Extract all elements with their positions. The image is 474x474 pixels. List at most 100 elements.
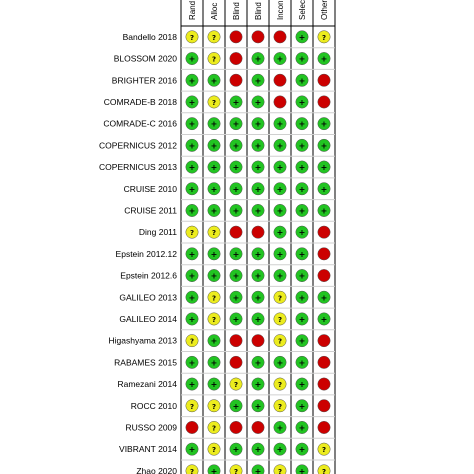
rating-symbol: + xyxy=(189,141,196,150)
rating-symbol: + xyxy=(321,206,328,215)
rating-symbol: + xyxy=(189,98,196,107)
rating-high-mark xyxy=(185,421,199,434)
rating-high-mark xyxy=(273,95,287,109)
rating-low-mark xyxy=(295,52,309,65)
rating-symbol: + xyxy=(299,228,306,237)
rating-low-mark xyxy=(185,247,199,261)
rating-high-mark xyxy=(317,269,331,282)
rating-low-mark xyxy=(185,138,199,152)
rating-high-mark xyxy=(251,30,265,44)
rating-low-mark xyxy=(207,247,221,261)
rating-symbol: + xyxy=(299,163,306,172)
rating-symbol: + xyxy=(255,402,262,411)
rating-high-mark xyxy=(229,225,243,239)
rating-symbol: + xyxy=(211,141,218,150)
rating-low-mark xyxy=(185,95,199,109)
rating-high-mark xyxy=(317,421,331,434)
rating-low-mark xyxy=(229,312,243,326)
column-headers: Rand Alloc Blind Blind Incon Selec Other xyxy=(188,0,329,20)
rating-unclear-mark xyxy=(273,464,287,474)
rating-low-mark xyxy=(273,442,287,456)
rating-low-mark xyxy=(295,247,309,261)
rating-symbol: + xyxy=(255,120,262,129)
rating-low-mark xyxy=(295,464,309,474)
rating-low-mark xyxy=(251,95,265,109)
rating-high-mark xyxy=(317,73,331,87)
rating-low-mark xyxy=(273,182,287,196)
rating-low-mark xyxy=(273,269,287,282)
rating-low-mark xyxy=(295,377,309,391)
rating-symbol: + xyxy=(189,76,196,85)
rating-symbol: + xyxy=(255,76,262,85)
rating-low-mark xyxy=(295,399,309,413)
column-header: Blind xyxy=(254,2,263,20)
rating-low-mark xyxy=(251,138,265,152)
rating-symbol: + xyxy=(277,206,284,215)
rating-low-mark xyxy=(317,117,331,131)
rating-symbol: ? xyxy=(190,468,194,474)
rating-low-mark xyxy=(317,52,331,65)
rating-symbol: ? xyxy=(212,403,216,411)
study-label: Epstein 2012.6 xyxy=(120,271,177,281)
rating-low-mark xyxy=(295,290,309,304)
rating-symbol: + xyxy=(211,272,218,281)
rating-low-mark xyxy=(251,247,265,261)
rating-symbol: ? xyxy=(278,468,282,474)
rating-symbol: + xyxy=(277,250,284,259)
rating-symbol: ? xyxy=(278,338,282,346)
study-label: BLOSSOM 2020 xyxy=(114,54,178,64)
rating-low-mark xyxy=(207,182,221,196)
rating-unclear-mark xyxy=(273,377,287,391)
rating-high-mark xyxy=(251,225,265,239)
rating-symbol: + xyxy=(299,467,306,474)
rating-low-mark xyxy=(251,182,265,196)
rating-low-mark xyxy=(185,160,199,174)
rating-symbol: + xyxy=(233,163,240,172)
rating-unclear-mark xyxy=(207,290,221,304)
rating-symbol: + xyxy=(299,423,306,432)
rating-symbol: + xyxy=(211,380,218,389)
rating-symbol: ? xyxy=(278,294,282,302)
rating-symbol: + xyxy=(299,120,306,129)
rating-unclear-mark xyxy=(229,464,243,474)
rating-symbol: + xyxy=(299,402,306,411)
column-header: Rand xyxy=(188,1,197,20)
study-label: VIBRANT 2014 xyxy=(119,444,177,454)
rating-symbol: + xyxy=(255,250,262,259)
rating-unclear-mark xyxy=(273,334,287,348)
rating-low-mark xyxy=(251,312,265,326)
rating-low-mark xyxy=(185,377,199,391)
rating-low-mark xyxy=(185,312,199,326)
study-label: COMRADE-C 2016 xyxy=(103,119,177,129)
rating-low-mark xyxy=(251,204,265,217)
rating-low-mark xyxy=(295,421,309,434)
rating-symbol: + xyxy=(299,358,306,367)
rating-low-mark xyxy=(251,464,265,474)
rating-symbol: + xyxy=(189,293,196,302)
rating-low-mark xyxy=(295,160,309,174)
rating-unclear-mark xyxy=(207,399,221,413)
study-label: Ramezani 2014 xyxy=(117,379,177,389)
rating-symbol: + xyxy=(299,76,306,85)
rating-symbol: + xyxy=(233,272,240,281)
column-header: Blind xyxy=(232,2,241,20)
rating-symbol: + xyxy=(299,337,306,346)
rating-low-mark xyxy=(207,73,221,87)
rating-low-mark xyxy=(185,182,199,196)
rating-symbol: + xyxy=(277,185,284,194)
rating-symbol: ? xyxy=(212,446,216,454)
rating-unclear-mark xyxy=(185,225,199,239)
rating-high-mark xyxy=(229,52,243,65)
rating-symbol: + xyxy=(233,185,240,194)
rating-symbol: + xyxy=(299,185,306,194)
rating-low-mark xyxy=(295,138,309,152)
rating-low-mark xyxy=(229,204,243,217)
rating-unclear-mark xyxy=(317,464,331,474)
rating-symbol: + xyxy=(211,206,218,215)
rating-low-mark xyxy=(185,442,199,456)
rating-symbol: + xyxy=(233,250,240,259)
rating-unclear-mark xyxy=(207,442,221,456)
rating-low-mark xyxy=(251,377,265,391)
rating-symbol: + xyxy=(299,315,306,324)
rating-symbol: + xyxy=(233,141,240,150)
